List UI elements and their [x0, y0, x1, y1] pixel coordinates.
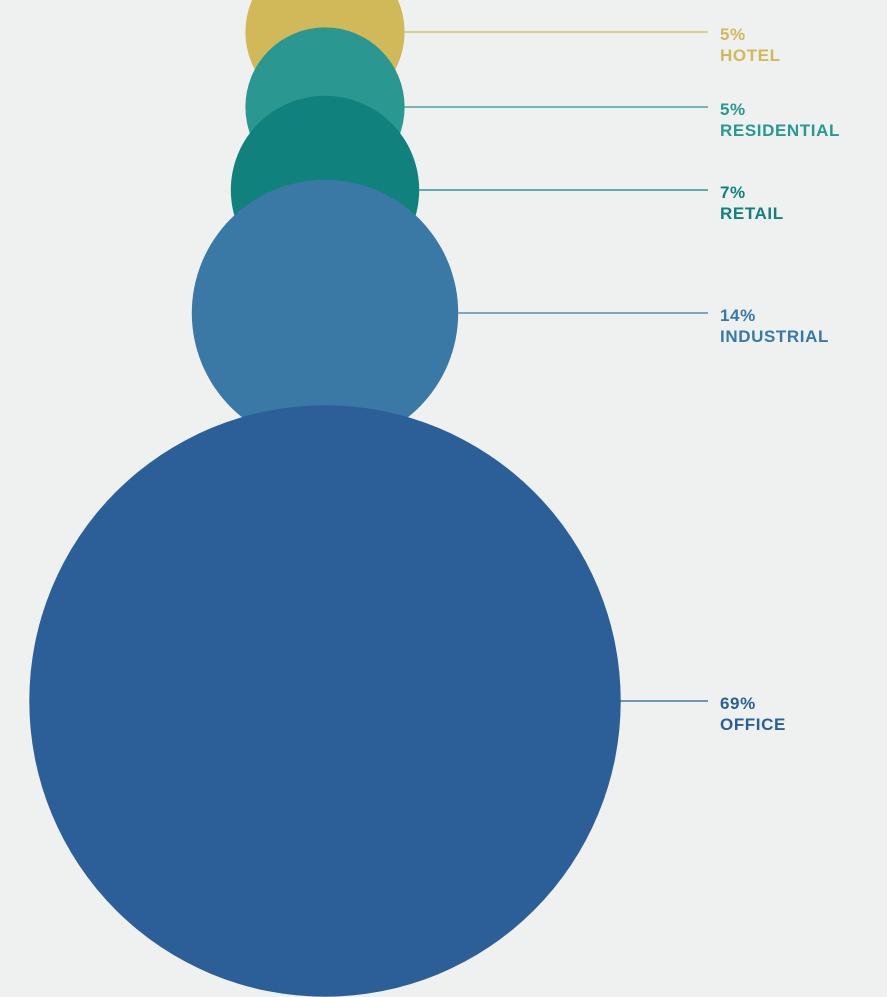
bubble-office [29, 405, 621, 997]
category-label-hotel: HOTEL [720, 46, 781, 65]
category-label-industrial: INDUSTRIAL [720, 327, 829, 346]
value-label-retail: 7% [720, 183, 746, 202]
category-label-retail: RETAIL [720, 204, 784, 223]
value-label-industrial: 14% [720, 306, 756, 325]
value-label-hotel: 5% [720, 25, 746, 44]
value-label-office: 69% [720, 694, 756, 713]
bubble-group-office: 69% OFFICE [29, 405, 786, 997]
category-label-office: OFFICE [720, 715, 786, 734]
bubble-group-industrial: 14% INDUSTRIAL [191, 179, 829, 447]
value-label-residential: 5% [720, 100, 746, 119]
category-label-residential: RESIDENTIAL [720, 121, 840, 140]
bubble-industrial [191, 179, 459, 447]
